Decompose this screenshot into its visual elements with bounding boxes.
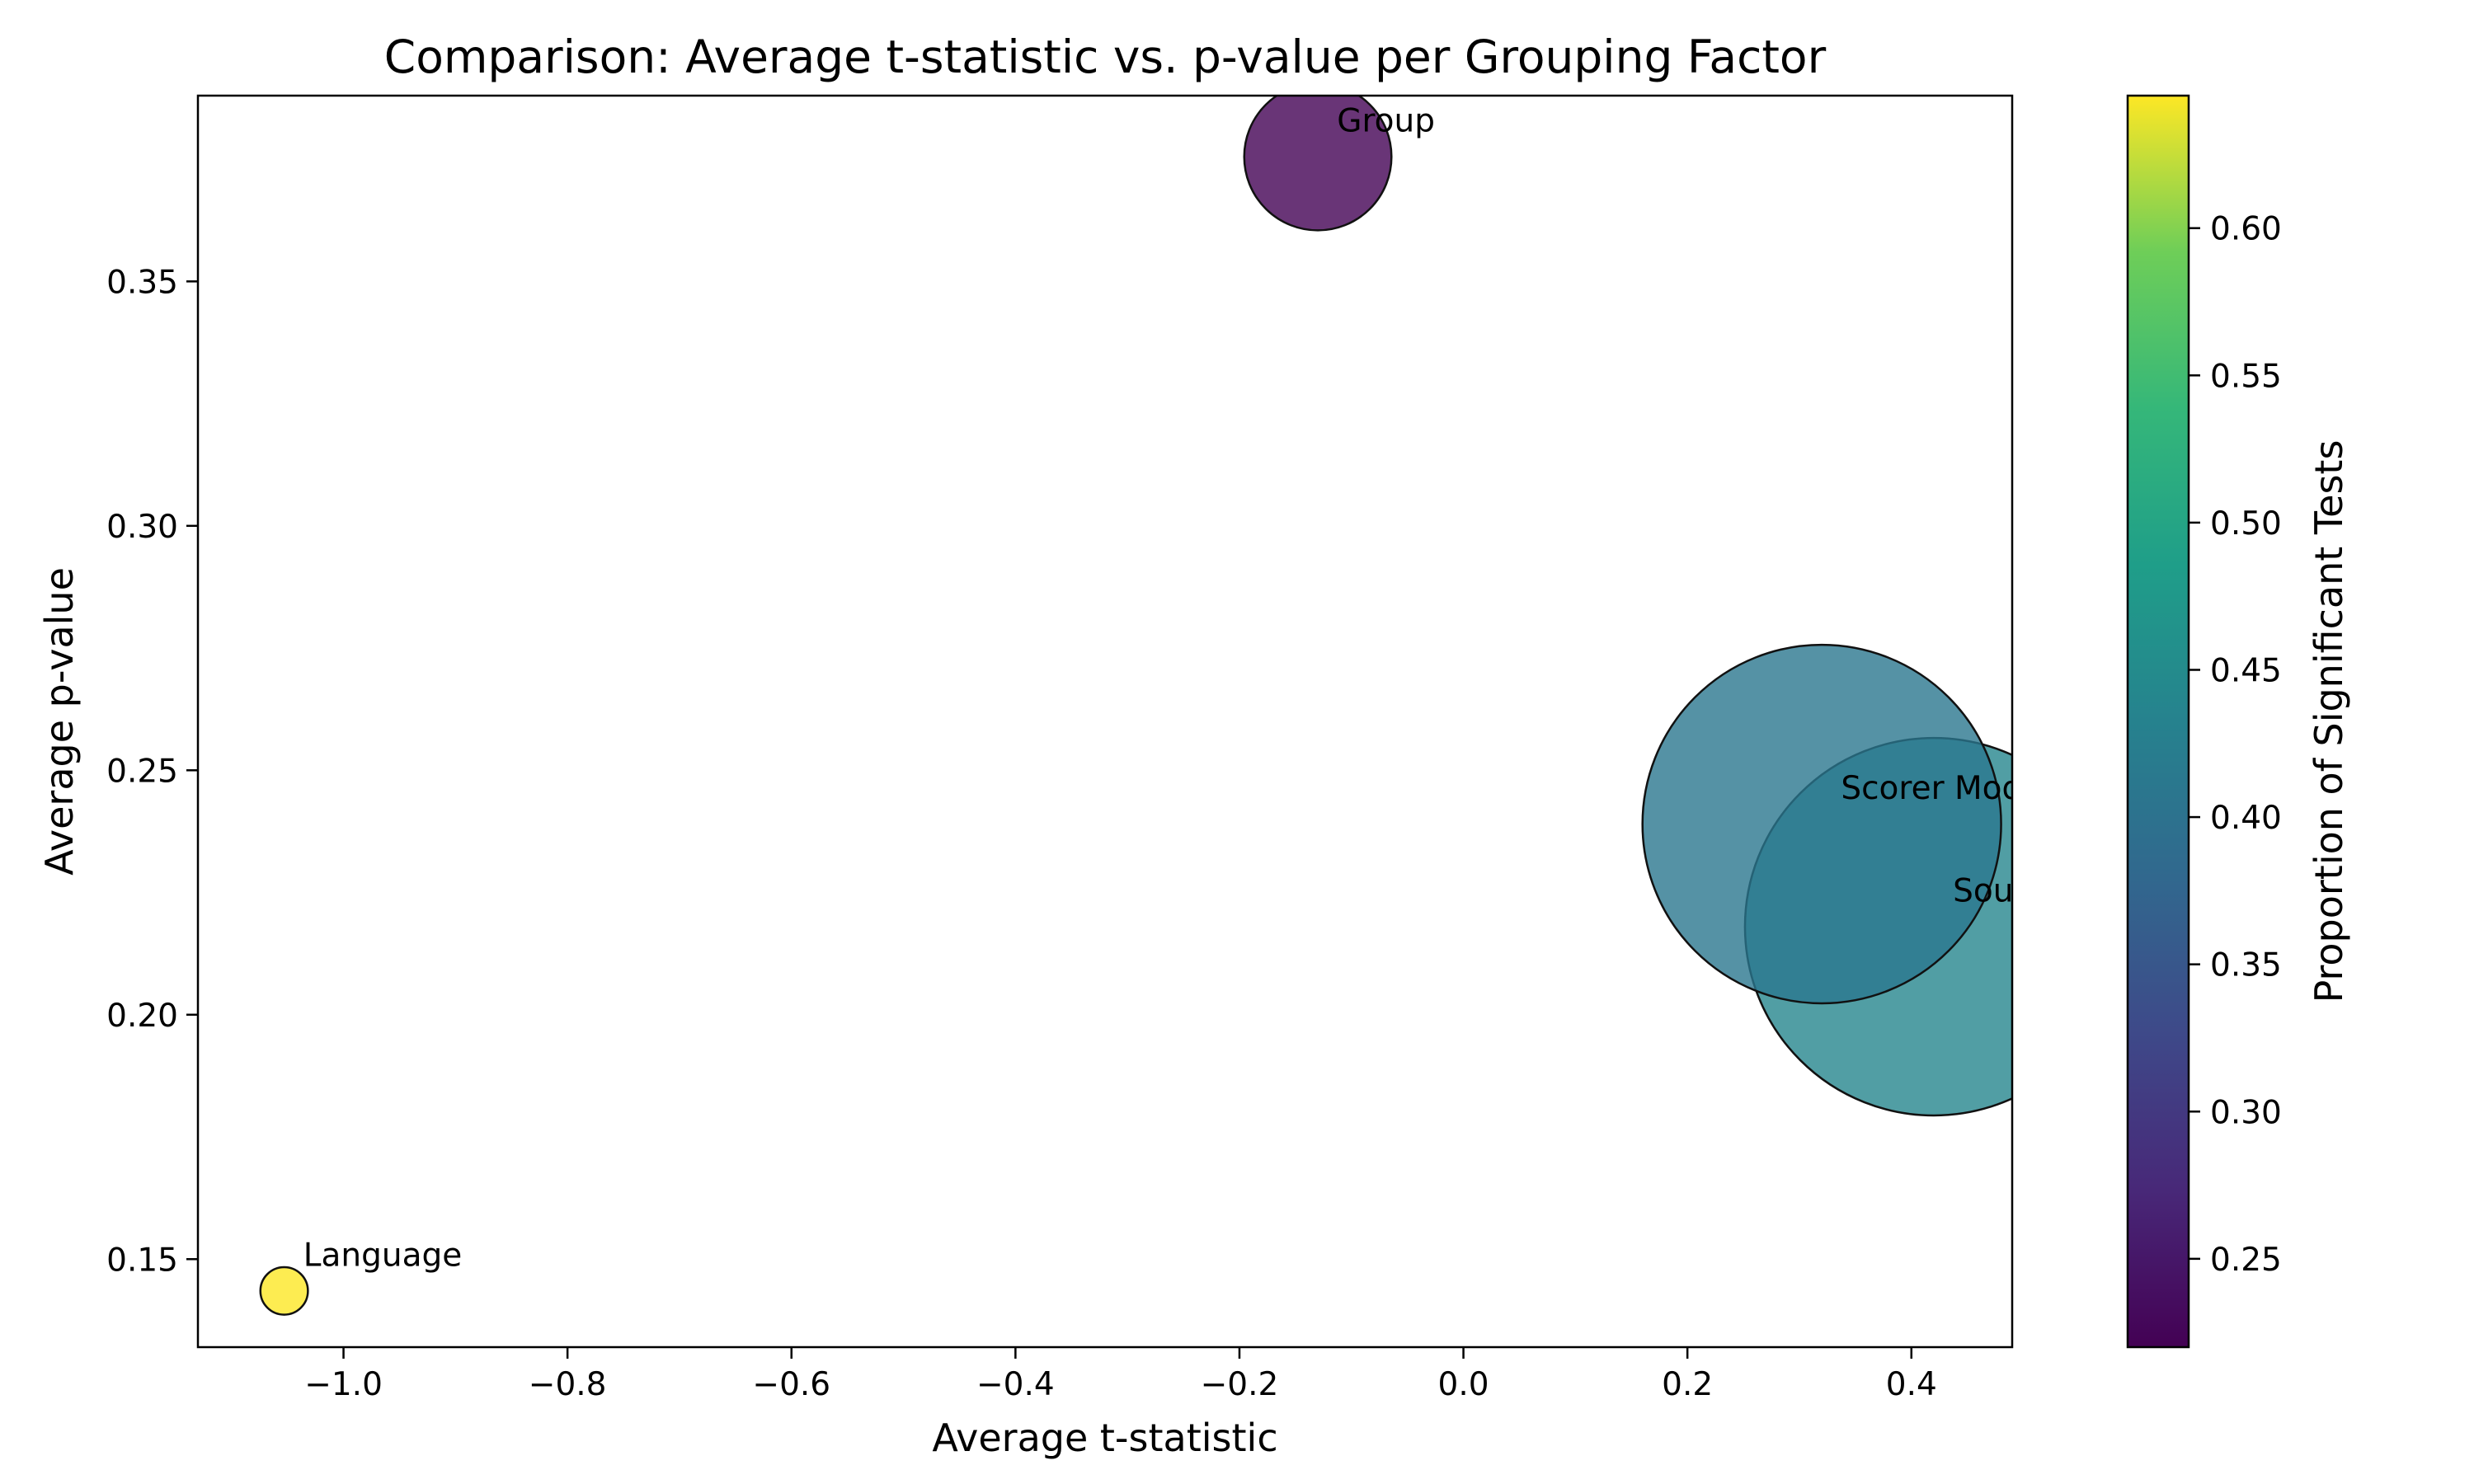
x-axis-ticks: −1.0 −0.8 −0.6 −0.4 −0.2 0.0 0.2 0.4	[304, 1347, 1937, 1403]
x-tick-label: −0.6	[752, 1366, 830, 1403]
bubble-point	[259, 1266, 309, 1316]
colorbar-tick-label: 0.50	[2210, 505, 2282, 542]
colorbar-tick-label: 0.60	[2210, 211, 2282, 248]
bubble-label: Language	[303, 1237, 462, 1274]
bubble-label: Group	[1337, 103, 1435, 140]
y-axis-ticks: 0.15 0.20 0.25 0.30 0.35	[106, 264, 198, 1279]
colorbar-tick-label: 0.30	[2210, 1094, 2282, 1131]
y-tick-label: 0.15	[106, 1242, 178, 1279]
x-tick-label: −0.8	[529, 1366, 607, 1403]
x-tick-label: −0.4	[976, 1366, 1055, 1403]
bubble-label: Scorer Model	[1841, 770, 2051, 807]
colorbar-ticks: 0.25 0.30 0.35 0.40 0.45 0.50 0.55 0.60	[2189, 211, 2282, 1279]
colorbar-tick-label: 0.25	[2210, 1242, 2282, 1279]
colorbar-tick-label: 0.40	[2210, 800, 2282, 837]
x-tick-label: 0.2	[1662, 1366, 1713, 1403]
x-axis-label: Average t-statistic	[932, 1416, 1277, 1460]
colorbar	[2126, 94, 2190, 1349]
bubble-label: Source Model	[1953, 873, 2170, 910]
x-tick-label: 0.4	[1886, 1366, 1937, 1403]
x-tick-label: 0.0	[1438, 1366, 1489, 1403]
x-tick-label: −0.2	[1201, 1366, 1279, 1403]
colorbar-tick-label: 0.55	[2210, 358, 2282, 395]
y-tick-label: 0.35	[106, 264, 178, 301]
chart-title: Comparison: Average t-statistic vs. p-va…	[384, 31, 1827, 83]
colorbar-tick-label: 0.45	[2210, 652, 2282, 689]
bubble-point	[1243, 96, 1393, 232]
x-tick-label: −1.0	[304, 1366, 383, 1403]
y-tick-label: 0.25	[106, 753, 178, 790]
colorbar-tick-label: 0.35	[2210, 947, 2282, 984]
bubble-label-layer: Group Scorer Model Source Model Language	[303, 103, 2170, 1275]
y-axis-label: Average p-value	[37, 567, 82, 876]
bubble-point	[1641, 643, 2002, 1005]
y-tick-label: 0.30	[106, 509, 178, 546]
y-tick-label: 0.20	[106, 998, 178, 1035]
bubble-layer	[259, 96, 2012, 1316]
colorbar-label: Proportion of Significant Tests	[2307, 440, 2351, 1003]
plot-frame	[196, 94, 2014, 1349]
